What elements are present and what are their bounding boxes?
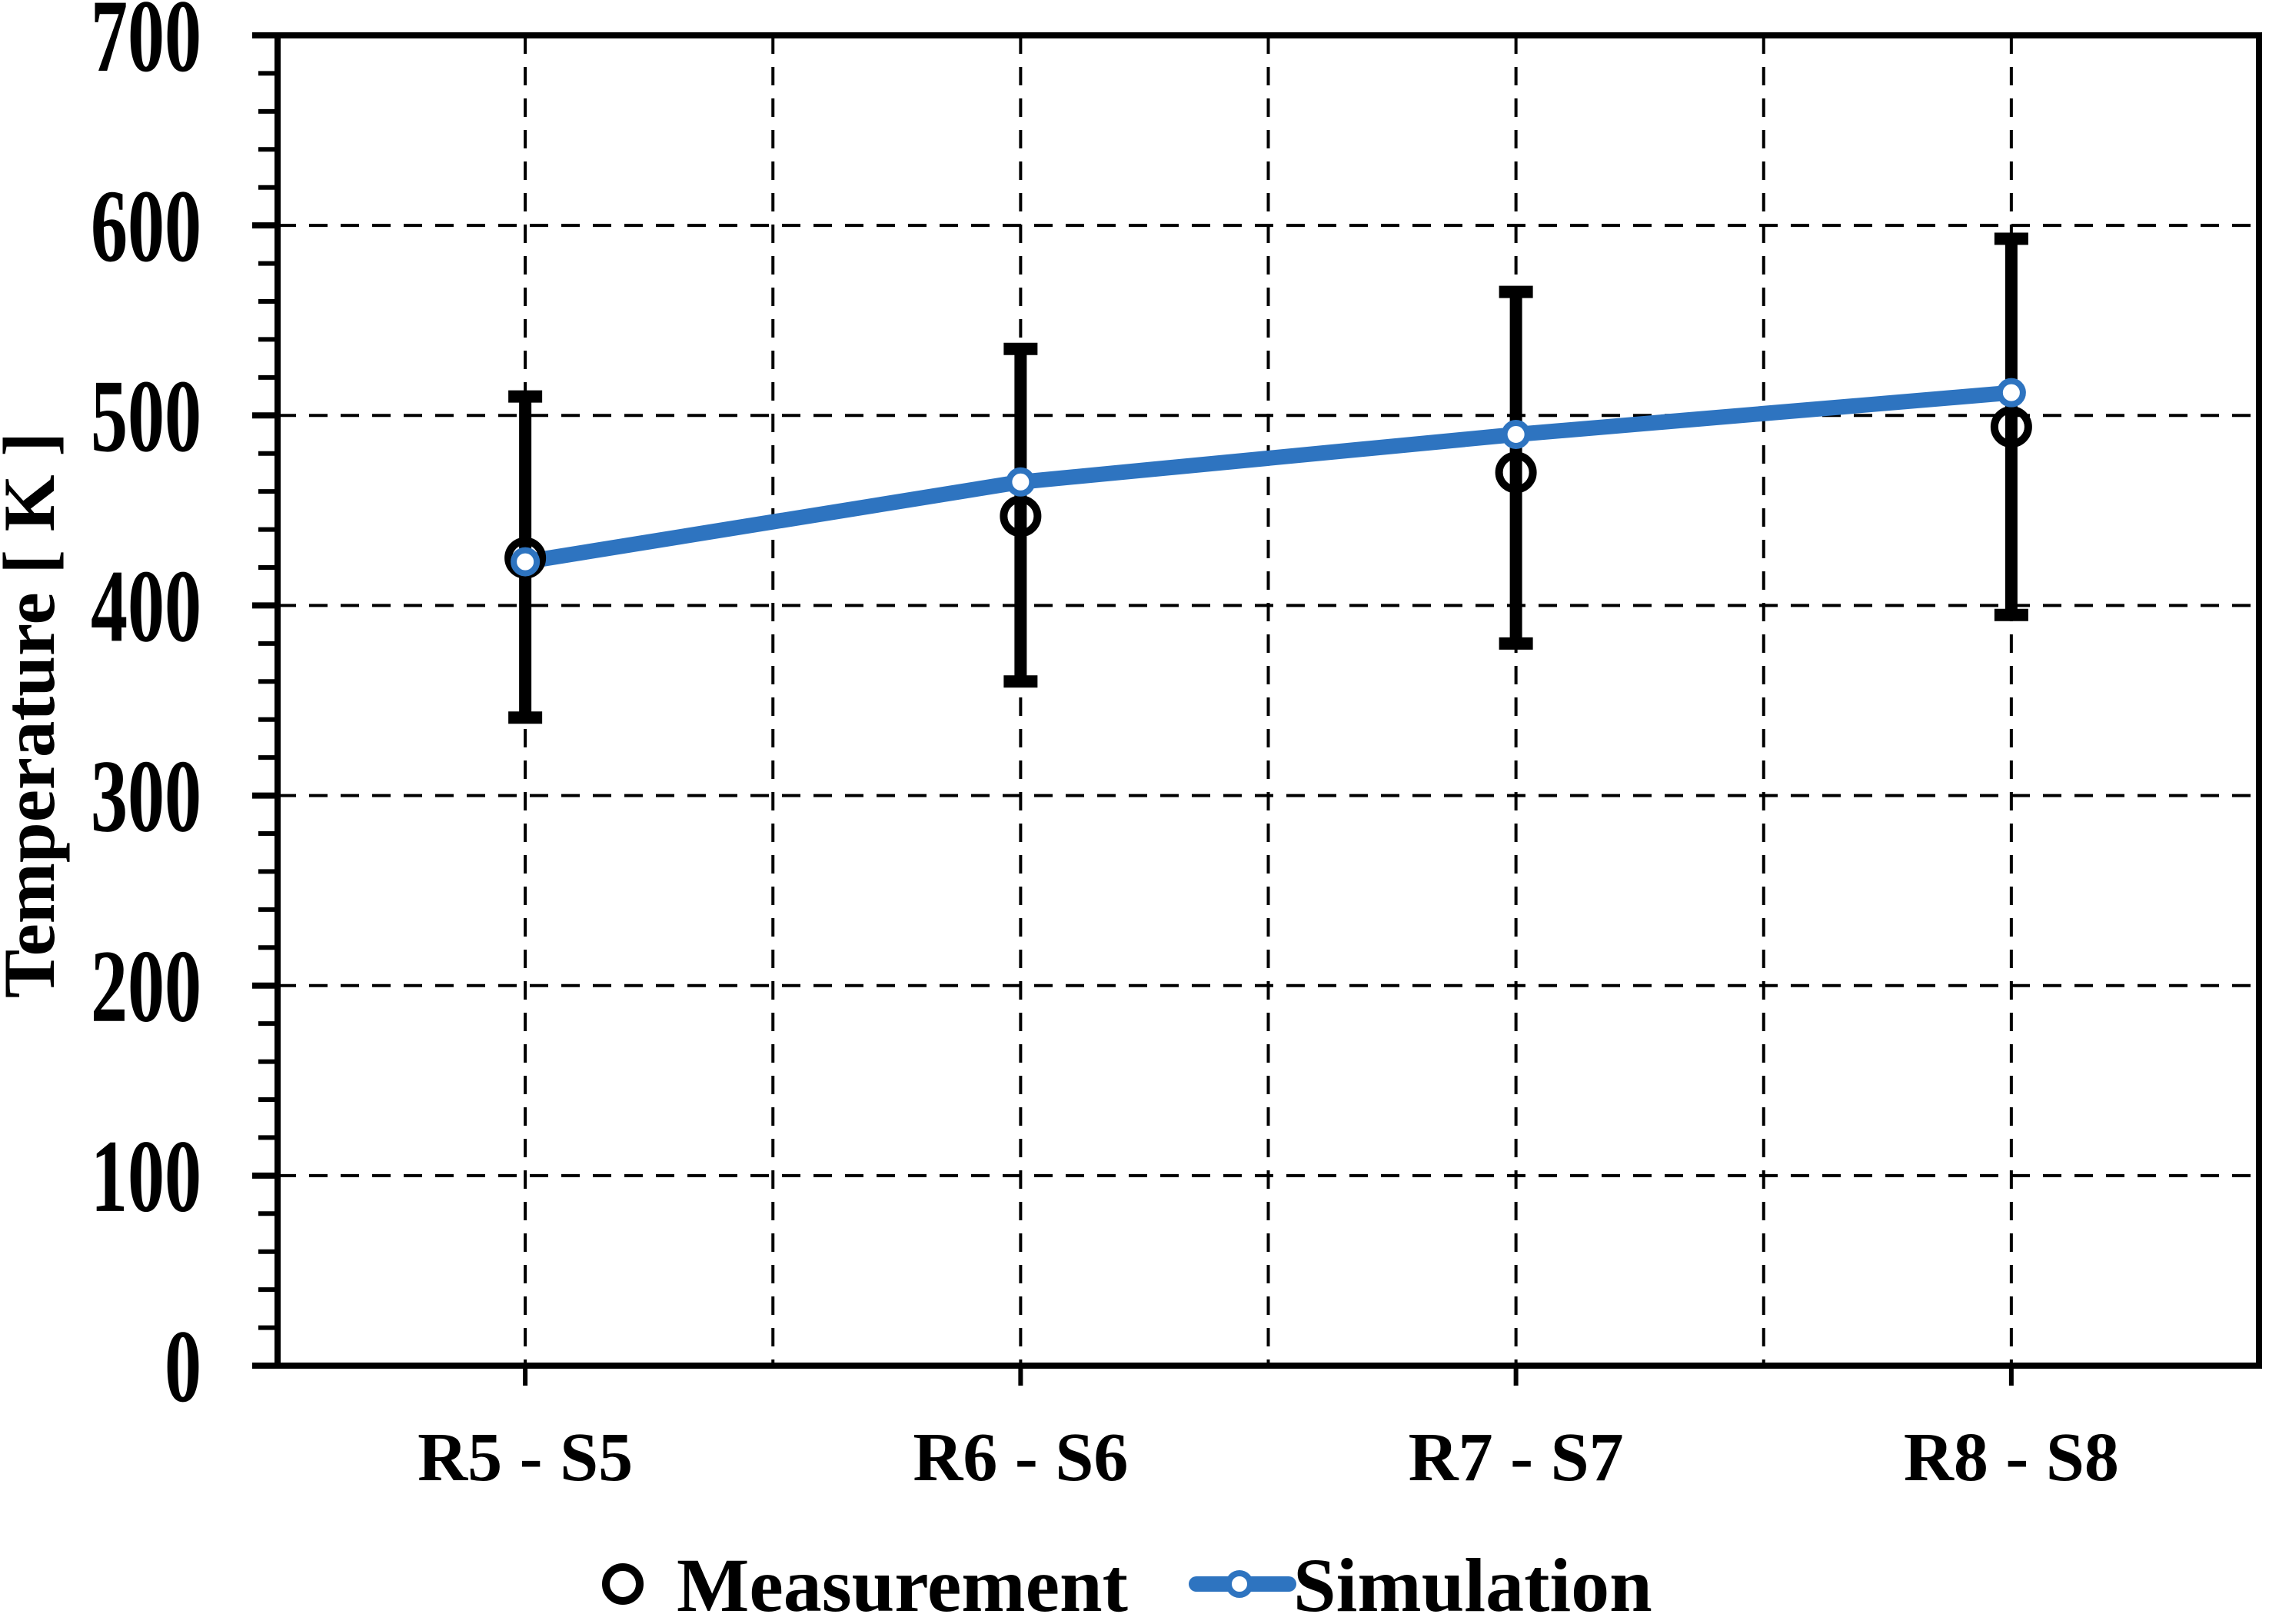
gridlines-vertical <box>524 35 2013 1366</box>
y-tick-label-700: 700 <box>91 0 201 94</box>
y-tick-label-100: 100 <box>91 1120 201 1234</box>
y-tick-label-400: 400 <box>91 549 201 664</box>
simulation-point-1 <box>511 547 541 577</box>
y-tick-label-200: 200 <box>91 930 201 1044</box>
simulation-points <box>511 378 2026 577</box>
legend-measurement-label: Measurement <box>677 1542 1128 1624</box>
y-tick-label-0: 0 <box>165 1310 201 1424</box>
y-tick-label-500: 500 <box>91 359 201 474</box>
legend-simulation-marker-icon <box>1226 1570 1253 1598</box>
simulation-line <box>517 384 2019 570</box>
legend-simulation-label: Simulation <box>1293 1542 1652 1624</box>
measurement-point-3 <box>1495 451 1537 494</box>
y-tick-label-300: 300 <box>91 740 201 854</box>
category-label-1: R5 - S5 <box>418 1419 633 1496</box>
simulation-point-4 <box>1996 378 2026 408</box>
simulation-point-3 <box>1501 420 1531 449</box>
measurement-point-4 <box>1990 406 2032 448</box>
category-label-2: R6 - S6 <box>913 1419 1128 1496</box>
legend-measurement-marker-icon <box>602 1563 644 1605</box>
y-tick-label-600: 600 <box>91 169 201 284</box>
y-axis-ticks <box>252 32 278 1369</box>
category-label-3: R7 - S7 <box>1409 1419 1624 1496</box>
x-axis-ticks <box>523 1366 2014 1386</box>
error-bar-2 <box>1003 342 1038 688</box>
x-axis-category-labels: R5 - S5 R6 - S6 R7 - S7 R8 - S8 <box>418 1419 2119 1496</box>
y-axis-tick-labels: 0 100 200 300 400 500 600 700 <box>91 0 201 1424</box>
category-label-4: R8 - S8 <box>1904 1419 2119 1496</box>
measurement-point-2 <box>1000 495 1042 537</box>
simulation-point-2 <box>1006 467 1036 497</box>
error-bar-4 <box>1994 232 2028 621</box>
legend: Measurement Simulation <box>602 1542 1652 1624</box>
y-axis-title: Temperature [ K ] <box>0 432 70 998</box>
plot-border <box>274 32 2262 1369</box>
simulation-line-path <box>517 384 2019 570</box>
error-bar-3 <box>1499 285 1533 650</box>
